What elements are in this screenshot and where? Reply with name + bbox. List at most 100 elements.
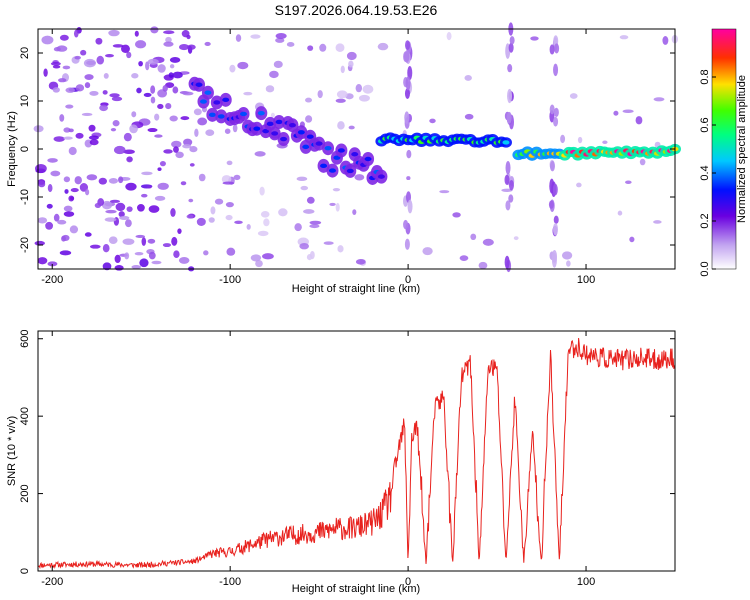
spectrogram-noise-cell	[602, 140, 608, 145]
spectrogram-noise-cell	[108, 29, 120, 37]
spectrogram-noise-cell	[63, 176, 71, 183]
spectrogram-noise-cell	[296, 176, 308, 182]
spectrogram-noise-cell	[335, 202, 340, 212]
spectrogram-noise-cell	[136, 87, 142, 94]
spectrogram-noise-cell	[232, 123, 238, 133]
spectrogram-noise-cell	[147, 58, 159, 65]
spectrogram-noise-cell	[134, 30, 139, 37]
spectrogram-noise-cell	[188, 198, 194, 203]
spectrogram-noise-cell	[145, 61, 150, 71]
spectrogram-stripe-cell	[553, 116, 559, 127]
spectrogram-noise-cell	[95, 37, 103, 45]
spectrogram-track-core	[240, 111, 248, 117]
spectrogram-track-core	[275, 119, 283, 125]
spectrogram-noise-cell	[299, 242, 309, 250]
spectrogram-noise-cell	[148, 251, 156, 260]
spectrogram-track-core	[346, 168, 354, 174]
spectrogram-stripe-cell	[551, 250, 557, 263]
colorbar-gradient	[711, 28, 737, 270]
spectrogram-noise-cell	[138, 61, 143, 67]
spectrogram-noise-cell	[560, 134, 566, 144]
spectrogram-stripe-cell	[405, 40, 411, 51]
spectrogram-noise-cell	[154, 113, 160, 121]
spectrogram-stripe-cell	[508, 194, 514, 203]
spectrogram-noise-cell	[96, 55, 105, 65]
spectrogram-noise-cell	[513, 236, 519, 241]
spectrogram-track-core	[208, 112, 216, 118]
snr-ytick-label: 600	[19, 330, 31, 348]
spectrogram-noise-cell	[163, 30, 175, 35]
spectrogram-noise-cell	[112, 44, 124, 48]
spectrogram-noise-cell	[306, 254, 313, 261]
spectrogram-noise-cell	[189, 146, 198, 153]
spectrogram-noise-cell	[629, 236, 635, 243]
spectrogram-noise-cell	[169, 57, 181, 63]
spectrogram-noise-cell	[89, 90, 99, 96]
spectrogram-noise-cell	[62, 65, 71, 70]
spectrogram-ytick-label: -20	[19, 237, 31, 253]
spectrogram-noise-cell	[452, 212, 461, 218]
spectrogram-noise-cell	[250, 34, 261, 39]
spectrogram-stripe-cell	[405, 76, 411, 91]
spectrogram-noise-cell	[317, 90, 323, 99]
spectrogram-noise-cell	[337, 245, 344, 253]
spectrogram-noise-cell	[198, 173, 206, 182]
spectrogram-noise-cell	[278, 208, 288, 217]
colorbar-tick-label: 0.6	[699, 117, 711, 132]
spectrogram-stripe-cell	[507, 63, 513, 73]
spectrogram-noise-cell	[165, 36, 172, 43]
spectrogram-noise-cell	[89, 244, 101, 249]
spectrogram-track-core	[324, 146, 332, 151]
spectrogram-noise-cell	[305, 115, 313, 123]
spectrogram-noise-cell	[124, 219, 132, 228]
spectrogram-noise-cell	[143, 92, 152, 97]
spectrogram-track-core	[337, 148, 345, 153]
spectrogram-track-core	[315, 141, 323, 146]
spectrogram-noise-cell	[148, 205, 160, 213]
spectrogram-noise-cell	[141, 193, 148, 198]
spectrogram-noise-cell	[625, 180, 632, 185]
spectrogram-noise-cell	[135, 40, 147, 49]
spectrogram-noise-cell	[237, 61, 249, 70]
spectrogram-noise-cell	[86, 174, 98, 181]
spectrogram-noise-cell	[186, 34, 191, 40]
spectrogram-noise-cell	[38, 180, 46, 188]
spectrogram-noise-cell	[173, 146, 179, 153]
spectrogram-noise-cell	[159, 161, 166, 167]
spectrogram-noise-cell	[33, 125, 44, 133]
spectrogram-noise-cell	[617, 210, 623, 216]
spectrogram-noise-cell	[108, 236, 118, 245]
spectrogram-noise-cell	[63, 211, 75, 217]
spectrogram-track-core	[217, 114, 225, 119]
spectrogram-stripe-cell	[504, 174, 510, 186]
spectrogram-noise-cell	[83, 58, 96, 68]
spectrogram-noise-cell	[122, 238, 135, 245]
spectrogram-noise-cell	[126, 156, 133, 163]
spectrogram-noise-cell	[65, 87, 75, 93]
spectrogram-noise-cell	[88, 124, 96, 132]
spectrogram-noise-cell	[259, 186, 265, 196]
spectrogram-noise-cell	[355, 84, 363, 93]
spectrogram-noise-cell	[294, 223, 302, 232]
spectrogram-track-core	[328, 168, 336, 173]
spectrogram-noise-cell	[406, 176, 411, 181]
spectrogram-noise-cell	[358, 94, 370, 102]
spectrogram-noise-cell	[34, 240, 45, 246]
spectrogram-noise-cell	[150, 96, 156, 104]
spectrogram-noise-cell	[125, 182, 137, 191]
colorbar-ticks: 0.0 0.2 0.4 0.6 0.8	[699, 69, 716, 277]
spectrogram-noise-cell	[561, 251, 573, 260]
spectrogram-noise-cell	[336, 90, 348, 99]
snr-xlabel: Height of straight line (km)	[292, 583, 420, 595]
figure-title: S197.2026.064.19.53.E26	[275, 2, 438, 18]
spectrogram-noise-cell	[205, 129, 215, 136]
colorbar-tick-label: 0.8	[699, 69, 711, 84]
spectrogram-noise-cell	[139, 258, 149, 268]
spectrogram-noise-cell	[653, 97, 665, 102]
spectrogram-noise-cell	[459, 255, 469, 261]
spectrogram-noise-cell	[354, 174, 365, 181]
spectrogram-noise-cell	[52, 87, 60, 93]
spectrogram-noise-cell	[439, 190, 450, 194]
spectrogram-noise-cell	[221, 175, 232, 184]
spectrogram-noise-cell	[53, 213, 60, 222]
